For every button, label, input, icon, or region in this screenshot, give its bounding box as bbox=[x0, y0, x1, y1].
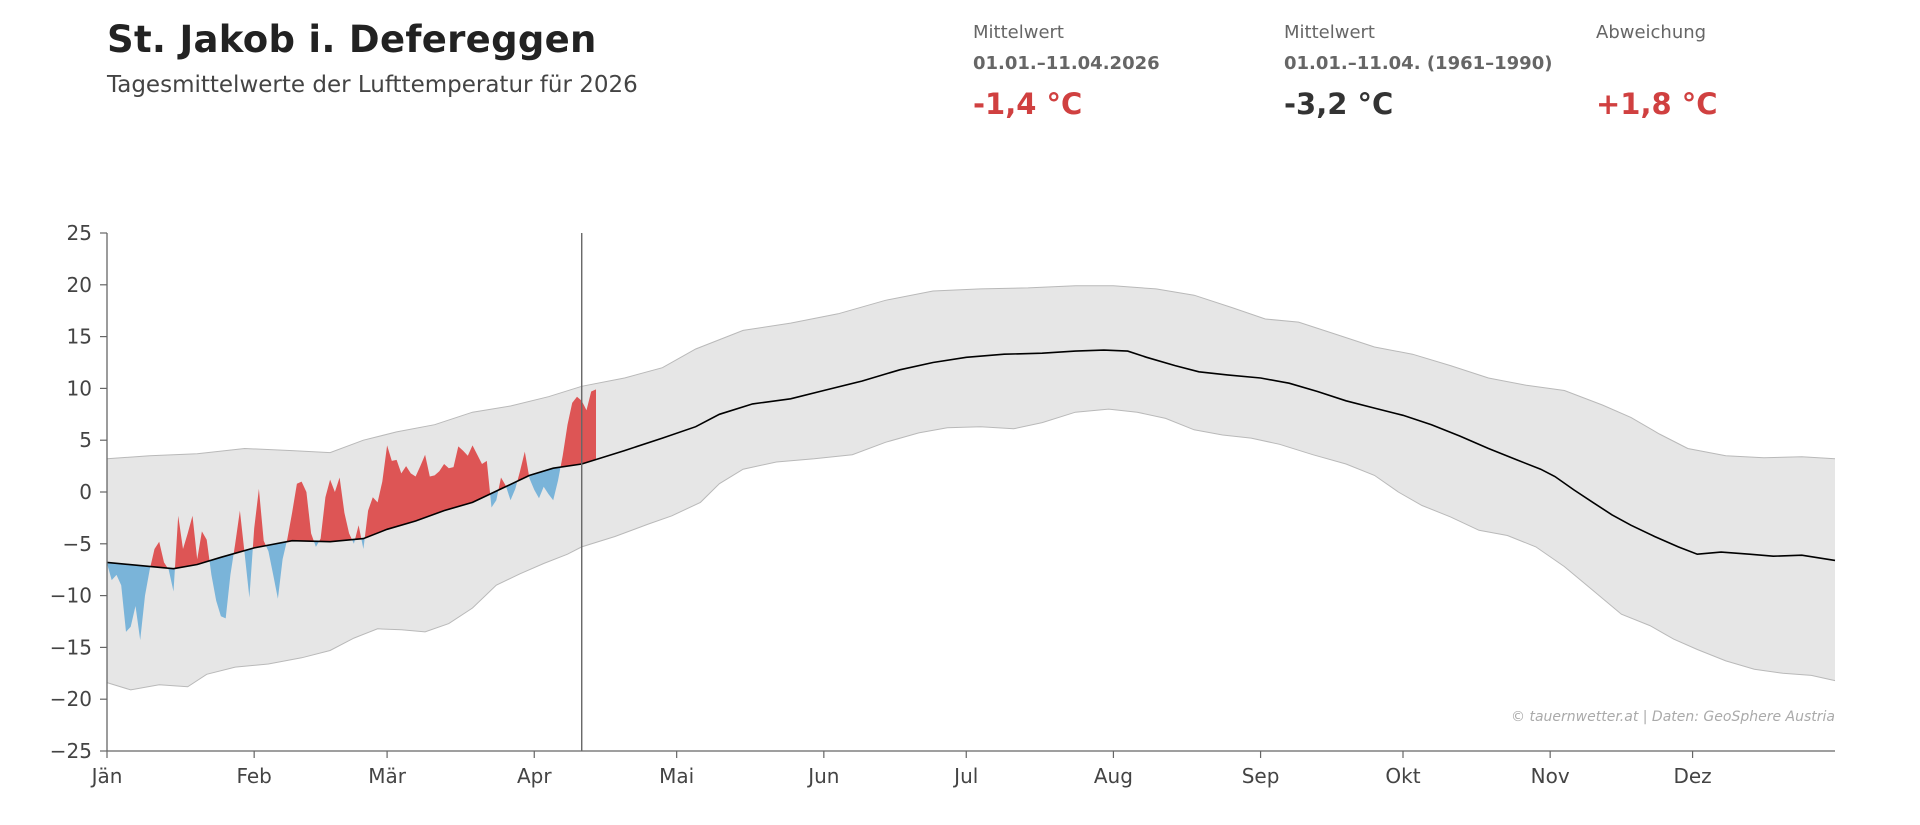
y-tick-label: 20 bbox=[67, 273, 92, 297]
x-tick-label-nov: Nov bbox=[1531, 764, 1570, 788]
y-tick-label: 5 bbox=[79, 428, 92, 452]
y-tick-label: −5 bbox=[63, 532, 92, 556]
stat-value: -3,2 °C bbox=[1284, 87, 1394, 121]
y-tick-label: 25 bbox=[67, 221, 92, 245]
x-tick-label-okt: Okt bbox=[1385, 764, 1420, 788]
x-tick-label-mär: Mär bbox=[368, 764, 407, 788]
x-tick-label-jun: Jun bbox=[806, 764, 839, 788]
y-tick-label: −15 bbox=[50, 635, 92, 659]
y-tick-label: −20 bbox=[50, 687, 92, 711]
x-tick-label-sep: Sep bbox=[1242, 764, 1280, 788]
x-tick-label-dez: Dez bbox=[1673, 764, 1711, 788]
y-tick-label: 0 bbox=[79, 480, 92, 504]
y-tick-label: 15 bbox=[67, 325, 92, 349]
band-upper-edge bbox=[106, 285, 1836, 460]
x-tick-label-jul: Jul bbox=[952, 764, 978, 788]
variability-band bbox=[107, 285, 1835, 690]
x-tick-label-feb: Feb bbox=[236, 764, 271, 788]
x-tick-label-jän: Jän bbox=[90, 764, 123, 788]
source-credit: © tauernwetter.at | Daten: GeoSphere Aus… bbox=[1511, 709, 1835, 725]
stat-label: Mittelwert bbox=[1284, 22, 1375, 43]
stat-deviation: Abweichung +1,8 °C bbox=[1596, 22, 1718, 121]
stat-label: Abweichung bbox=[1596, 22, 1707, 43]
y-tick-label: −25 bbox=[50, 739, 92, 763]
x-tick-label-mai: Mai bbox=[659, 764, 694, 788]
stat-value: +1,8 °C bbox=[1596, 87, 1718, 121]
stat-period: 01.01.–11.04.2026 bbox=[973, 53, 1160, 74]
stat-label: Mittelwert bbox=[973, 22, 1064, 43]
page-title: St. Jakob i. Defereggen bbox=[107, 18, 597, 61]
stat-mean-reference: Mittelwert 01.01.–11.04. (1961–1990) -3,… bbox=[1284, 22, 1552, 121]
y-tick-label: 10 bbox=[67, 376, 92, 400]
x-tick-label-apr: Apr bbox=[517, 764, 552, 788]
stat-mean-2026: Mittelwert 01.01.–11.04.2026 -1,4 °C bbox=[973, 22, 1160, 121]
band-lower-edge bbox=[106, 408, 1836, 691]
y-tick-label: −10 bbox=[50, 584, 92, 608]
cold-anomaly-area bbox=[107, 459, 596, 641]
page-subtitle: Tagesmittelwerte der Lufttemperatur für … bbox=[107, 72, 638, 98]
reference-mean-line bbox=[106, 349, 1836, 570]
x-tick-label-aug: Aug bbox=[1094, 764, 1133, 788]
stat-value: -1,4 °C bbox=[973, 87, 1083, 121]
warm-anomaly-area bbox=[107, 389, 596, 569]
stat-period: 01.01.–11.04. (1961–1990) bbox=[1284, 53, 1553, 74]
